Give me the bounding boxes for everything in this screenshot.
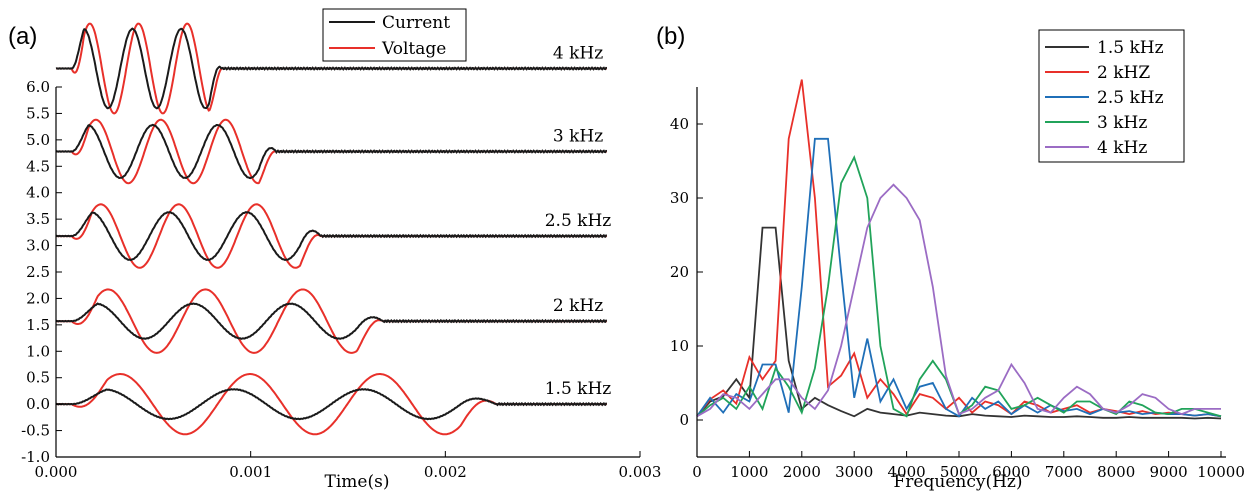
panel-a-label: (a) [8, 23, 37, 50]
panel-a-legend: Current Voltage [322, 8, 467, 62]
panel-a-ytick-label: 3.5 [26, 210, 50, 228]
spectrum-series-line [696, 79, 1222, 418]
panel-b-xtick-label: 10000 [1197, 463, 1245, 481]
spectrum-series-line [696, 226, 1222, 420]
panel-b-ytick-label: 20 [670, 263, 689, 281]
panel-a-plot: 4 kHz 3 kHz 2.5 kHz 2 kHz 1.5 kHz [55, 22, 612, 436]
panel-a-xlabel: Time(s) [325, 472, 390, 492]
panel-b-ytick-label: 30 [670, 189, 689, 207]
panel-a-ytick-label: 3.0 [26, 237, 50, 255]
panel-b-xtick-label: 4000 [888, 463, 926, 481]
panel-a-ytick-label: 2.5 [26, 263, 50, 281]
panel-b-ytick-label: 0 [679, 411, 689, 429]
panel-a-ytick-label: 5.0 [26, 131, 50, 149]
panel-a-ytick-label: 0.0 [26, 395, 50, 413]
panel-a-ytick-label: 0.5 [26, 369, 50, 387]
panel-a-legend-box [322, 8, 467, 62]
panel-b-xtick-label: 6000 [992, 463, 1030, 481]
panel-b-legend: 1.5 kHz 2 kHZ 2.5 kHz 3 kHz 4 kHz [1038, 29, 1185, 163]
panel-b-plot [696, 79, 1222, 420]
spectrum-series-line [696, 154, 1222, 418]
panel-b-xtick-label: 0 [692, 463, 702, 481]
panel-a-ytick-label: 1.0 [26, 342, 50, 360]
panel-a-ytick-label: 4.0 [26, 184, 50, 202]
panel-b-xtick-label: 2000 [783, 463, 821, 481]
panel-a-ytick-label: -0.5 [21, 422, 50, 440]
legend-label: 2.5 kHz [1097, 88, 1164, 108]
trace-label: 4 kHz [553, 44, 603, 64]
trace-label: 2.5 kHz [545, 211, 612, 231]
panel-a-ytick-label: 4.5 [26, 157, 50, 175]
panel-b-xtick-label: 7000 [1045, 463, 1083, 481]
panel-a-xtick-label: 0.000 [35, 463, 78, 481]
current-trace [55, 123, 608, 180]
panel-b-xtick-label: 9000 [1150, 463, 1188, 481]
legend-voltage-label: Voltage [381, 39, 446, 59]
current-trace [55, 302, 608, 340]
panel-b-xtick-label: 5000 [940, 463, 978, 481]
spectrum-series-line [696, 183, 1221, 418]
spectrum-series-line [696, 137, 1222, 418]
panel-b-label: (b) [656, 23, 685, 50]
current-trace [55, 387, 608, 421]
panel-b-ytick-label: 40 [670, 115, 689, 133]
panel-b-xlabel: Frequency(Hz) [894, 472, 1023, 492]
panel-a: (a) 4 kHz 3 kHz 2.5 kHz 2 kHz 1.5 kHz 6.0 5.5… [8, 8, 661, 492]
panel-a-xtick-label: 0.001 [229, 463, 272, 481]
trace-label: 2 kHz [553, 296, 603, 316]
panel-a-xtick-label: 0.003 [619, 463, 662, 481]
trace-label: 3 kHz [553, 126, 603, 146]
legend-label: 2 kHZ [1097, 63, 1150, 83]
panel-a-ytick-label: -1.0 [21, 448, 50, 466]
current-trace [55, 211, 608, 262]
panel-a-ytick-label: 2.0 [26, 289, 50, 307]
panel-b-xtick-label: 8000 [1097, 463, 1135, 481]
panel-a-ytick-label: 6.0 [26, 78, 50, 96]
panel-a-xtick-label: 0.002 [424, 463, 467, 481]
panel-b-xtick-label: 1000 [730, 463, 768, 481]
legend-label: 1.5 kHz [1097, 38, 1164, 58]
panel-b-xtick-label: 3000 [835, 463, 873, 481]
panel-a-ytick-label: 5.5 [26, 104, 50, 122]
current-trace [55, 27, 608, 110]
legend-label: 3 kHz [1097, 113, 1147, 133]
panel-b-ytick-label: 10 [670, 337, 689, 355]
trace-label: 1.5 kHz [545, 379, 612, 399]
panel-a-axes: 6.0 5.5 5.0 4.5 4.0 3.5 3.0 2.5 2.0 1.5 1.0 0.5 0.0 -… [21, 78, 661, 481]
panel-a-ytick-label: 1.5 [26, 316, 50, 334]
legend-current-label: Current [382, 13, 450, 33]
legend-label: 4 kHz [1097, 138, 1147, 158]
